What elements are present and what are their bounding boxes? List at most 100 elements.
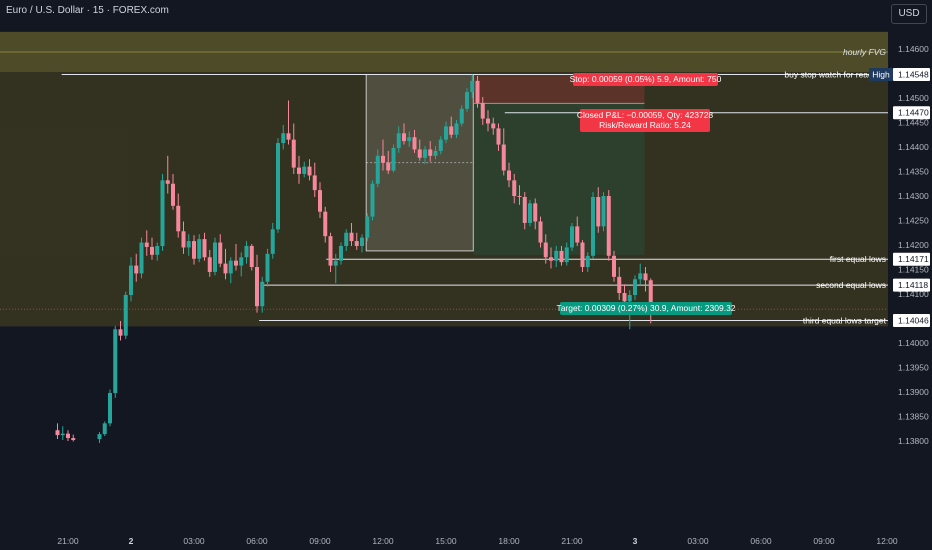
candle-body: [396, 133, 401, 148]
price-tag-bg: [893, 67, 930, 81]
candle-body: [386, 162, 391, 171]
candle-body: [176, 205, 181, 232]
candle-body: [160, 180, 165, 246]
time-tick-label: 06:00: [246, 536, 268, 546]
candle-body: [265, 253, 270, 282]
candle-body: [543, 242, 548, 258]
candle-body: [528, 203, 532, 223]
candle-body: [559, 250, 564, 263]
third-equal-lows-level-label: third equal lows target: [803, 315, 887, 325]
candle-body: [491, 123, 496, 129]
pnl-label-text: Closed P&L: −0.00059, Qty: 423728: [577, 110, 714, 120]
candle-body: [428, 149, 433, 156]
stop-label-bg: [573, 73, 718, 86]
candle-body: [213, 242, 217, 272]
candle-body: [197, 239, 202, 259]
candle-body: [228, 260, 233, 274]
price-tag-bg: [893, 278, 930, 292]
candle-body: [192, 241, 196, 259]
candle-body: [354, 241, 359, 246]
candle-body: [307, 166, 312, 176]
price-tick-label: 1.14250: [898, 216, 929, 226]
hourly-fvg-label: hourly FVG: [843, 47, 886, 57]
candle-body: [270, 229, 275, 254]
candle-body: [449, 126, 454, 135]
candle-body: [276, 143, 280, 230]
candles-layer: [55, 74, 653, 443]
high-tag-text: High: [872, 69, 890, 79]
candle-body: [349, 232, 354, 242]
buy-stop-level-label: buy stop watch for reaction: [784, 69, 886, 79]
candle-body: [97, 434, 102, 440]
candle-body: [480, 102, 485, 119]
candle-body: [323, 211, 328, 237]
price-tag-bg: [893, 313, 930, 327]
candle-body: [123, 294, 128, 336]
time-tick-label: 03:00: [183, 536, 205, 546]
price-tick-label: 1.14000: [898, 338, 929, 348]
candle-body: [391, 147, 396, 171]
candle-body: [71, 438, 76, 441]
candle-body: [186, 241, 191, 248]
candle-body: [638, 273, 643, 280]
candle-body: [617, 276, 622, 294]
price-tick-label: 1.14150: [898, 265, 929, 275]
time-tick-label: 12:00: [372, 536, 394, 546]
candle-body: [564, 247, 569, 263]
time-tick-label: 21:00: [57, 536, 79, 546]
candle-body: [538, 221, 543, 243]
candle-body: [501, 144, 506, 171]
candle-body: [412, 137, 417, 150]
candle-body: [627, 294, 632, 302]
time-tick-label: 2: [129, 536, 134, 546]
candle-body: [255, 267, 259, 307]
candle-body: [549, 257, 553, 261]
candle-body: [281, 133, 286, 144]
candle-body: [360, 237, 364, 246]
time-tick-label: 03:00: [687, 536, 709, 546]
price-tick-label: 1.13950: [898, 363, 929, 373]
price-tick-label: 1.13800: [898, 436, 929, 446]
price-axis[interactable]: 1.146001.145501.145001.144501.144001.143…: [869, 0, 932, 550]
candle-body: [171, 183, 175, 206]
candle-body: [129, 265, 133, 295]
candle-body: [165, 180, 170, 184]
price-tag-value: 1.14470: [898, 108, 929, 118]
candle-body: [286, 133, 291, 140]
price-tick-label: 1.14600: [898, 44, 929, 54]
candle-body: [150, 246, 154, 255]
candle-body: [496, 128, 501, 145]
candle-body: [554, 250, 559, 261]
price-tag-value: 1.14118: [898, 280, 928, 290]
candle-body: [333, 260, 338, 266]
candle-body: [507, 170, 511, 181]
candle-body: [643, 273, 648, 281]
candle-body: [444, 126, 448, 140]
candle-body: [407, 137, 412, 142]
candle-body: [475, 80, 480, 103]
time-axis-bg: [0, 532, 888, 550]
candle-body: [459, 108, 464, 124]
candle-body: [55, 430, 60, 436]
candle-body: [297, 167, 301, 174]
stop-label-text: Stop: 0.00059 (0.05%) 5.9, Amount: 750: [570, 74, 722, 84]
price-axis-bg: [888, 0, 932, 550]
candle-body: [591, 196, 595, 256]
candle-body: [202, 239, 207, 258]
candle-body: [580, 242, 585, 268]
candle-body: [438, 139, 443, 151]
candle-body: [113, 329, 118, 393]
candle-body: [102, 423, 107, 435]
time-axis[interactable]: 21:00 2 03:00 06:00 09:00 12:00 15:00 18:00 21:0…: [0, 532, 898, 550]
currency-button[interactable]: USD: [891, 4, 927, 24]
time-tick-label: 18:00: [498, 536, 520, 546]
candle-body: [465, 92, 469, 109]
candle-body: [601, 196, 606, 227]
candle-body: [249, 245, 254, 268]
candle-body: [181, 231, 186, 248]
candle-body: [512, 180, 517, 196]
price-tick-label: 1.14400: [898, 142, 929, 152]
candle-body: [375, 155, 380, 184]
